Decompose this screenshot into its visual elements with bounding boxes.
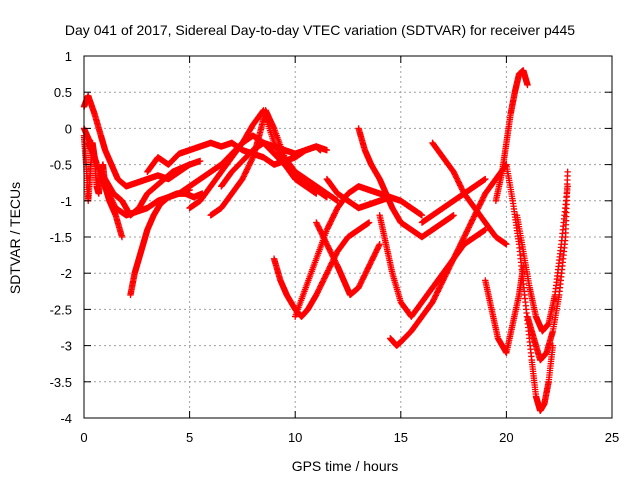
x-tick-label: 10: [288, 430, 302, 445]
y-tick-label: -2: [60, 266, 72, 281]
y-tick-label: -1.5: [50, 230, 72, 245]
y-tick-label: 1: [65, 49, 72, 64]
y-tick-label: -0.5: [50, 158, 72, 173]
series-track-23: [524, 168, 571, 364]
series-track-10: [218, 139, 331, 190]
series-track-21: [492, 67, 531, 204]
x-axis-label: GPS time / hours: [292, 458, 399, 474]
y-tick-label: -3.5: [50, 375, 72, 390]
y-axis-label: SDTVAR / TECUs: [7, 182, 23, 294]
y-tick-label: -1: [60, 194, 72, 209]
data-points: [80, 67, 571, 414]
data-point: [118, 233, 126, 241]
x-tick-label: 25: [605, 430, 619, 445]
x-tick-label: 0: [80, 430, 87, 445]
x-tick-label: 5: [186, 430, 193, 445]
data-point: [186, 161, 193, 168]
x-tick-label: 15: [394, 430, 408, 445]
y-tick-label: 0.5: [54, 85, 72, 100]
y-tick-label: -3: [60, 339, 72, 354]
x-tick-label: 20: [499, 430, 513, 445]
y-tick-label: -2.5: [50, 302, 72, 317]
series-track-5: [127, 190, 206, 299]
chart-title: Day 041 of 2017, Sidereal Day-to-day VTE…: [65, 22, 575, 38]
data-point: [323, 193, 331, 201]
data-point: [564, 168, 571, 176]
series-track-14: [323, 175, 426, 219]
data-point: [196, 157, 204, 165]
y-tick-label: 0: [65, 121, 72, 136]
y-tick-label: -4: [60, 411, 72, 426]
